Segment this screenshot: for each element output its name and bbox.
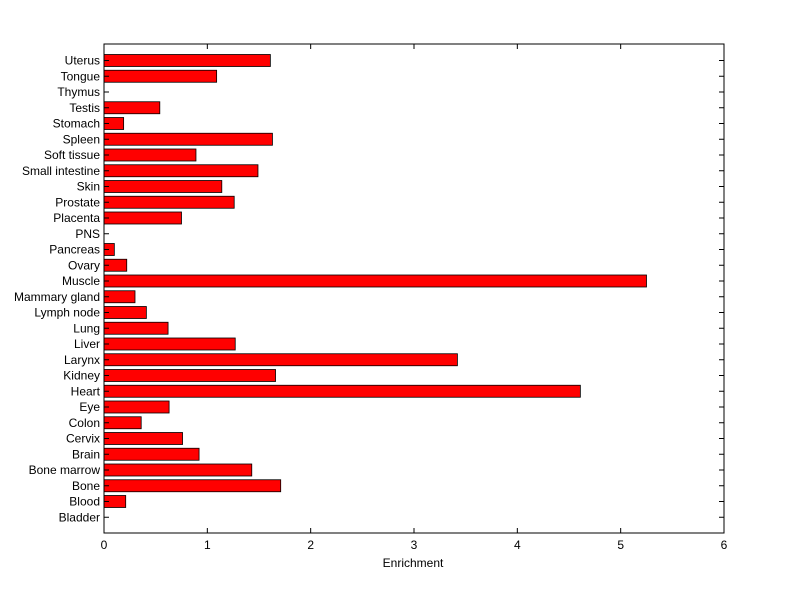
x-tick-label-5: 5 <box>617 538 624 552</box>
y-tick-label-soft-tissue: Soft tissue <box>44 148 100 162</box>
x-tick-label-3: 3 <box>411 538 418 552</box>
y-tick-label-prostate: Prostate <box>55 195 100 209</box>
bar-larynx <box>103 353 458 367</box>
y-tick-label-larynx: Larynx <box>64 353 100 367</box>
y-tick-label-eye: Eye <box>79 400 100 414</box>
bar-testis <box>103 101 161 115</box>
y-tick-label-ovary: Ovary <box>68 258 100 272</box>
bar-placenta <box>103 211 182 225</box>
y-tick-label-bone-marrow: Bone marrow <box>29 463 101 477</box>
y-tick-label-brain: Brain <box>72 447 100 461</box>
bars-group <box>103 54 647 508</box>
bar-skin <box>103 180 223 193</box>
y-tick-label-stomach: Stomach <box>53 117 100 131</box>
x-axis-label: Enrichment <box>383 556 444 570</box>
bar-liver <box>103 337 236 351</box>
bar-lung <box>103 321 169 335</box>
y-tick-label-pancreas: Pancreas <box>49 243 100 257</box>
y-tick-label-muscle: Muscle <box>62 274 100 288</box>
x-tick-label-0: 0 <box>101 538 108 552</box>
y-tick-label-lymph-node: Lymph node <box>34 306 100 320</box>
bar-bone-marrow <box>103 463 253 477</box>
bar-colon <box>103 416 142 430</box>
y-tick-label-pns: PNS <box>75 227 100 241</box>
y-tick-label-thymus: Thymus <box>57 85 100 99</box>
y-tick-label-cervix: Cervix <box>66 432 100 446</box>
bar-muscle <box>103 274 647 288</box>
x-tick-label-4: 4 <box>514 538 521 552</box>
bar-spleen <box>103 132 273 146</box>
y-tick-label-lung: Lung <box>73 321 100 335</box>
bar-bone <box>103 479 282 493</box>
bar-lymph-node <box>103 306 147 319</box>
bar-prostate <box>103 195 235 209</box>
y-tick-label-placenta: Placenta <box>53 211 100 225</box>
y-tick-label-kidney: Kidney <box>63 369 100 383</box>
x-tick-label-6: 6 <box>721 538 728 552</box>
x-tick-label-1: 1 <box>204 538 211 552</box>
y-tick-label-blood: Blood <box>69 495 100 509</box>
bar-brain <box>103 447 200 461</box>
y-tick-label-mammary-gland: Mammary gland <box>14 290 100 304</box>
y-tick-label-skin: Skin <box>77 180 100 194</box>
y-tick-label-liver: Liver <box>74 337 100 351</box>
y-tick-label-small-intestine: Small intestine <box>22 164 100 178</box>
y-tick-label-colon: Colon <box>69 416 100 430</box>
bar-eye <box>103 400 170 414</box>
x-tick-label-2: 2 <box>307 538 314 552</box>
bar-tongue <box>103 69 218 83</box>
y-tick-label-bladder: Bladder <box>59 510 100 524</box>
bar-cervix <box>103 432 183 445</box>
y-tick-label-spleen: Spleen <box>63 132 100 146</box>
y-tick-label-bone: Bone <box>72 479 100 493</box>
y-tick-label-tongue: Tongue <box>61 69 101 83</box>
bar-uterus <box>103 54 271 67</box>
y-tick-label-testis: Testis <box>69 101 100 115</box>
bar-heart <box>103 384 581 398</box>
plot-frame <box>103 43 725 534</box>
bar-kidney <box>103 369 276 382</box>
y-tick-label-uterus: Uterus <box>65 54 100 68</box>
bar-small-intestine <box>103 164 259 178</box>
bar-soft-tissue <box>103 148 197 162</box>
y-tick-label-heart: Heart <box>71 384 101 398</box>
